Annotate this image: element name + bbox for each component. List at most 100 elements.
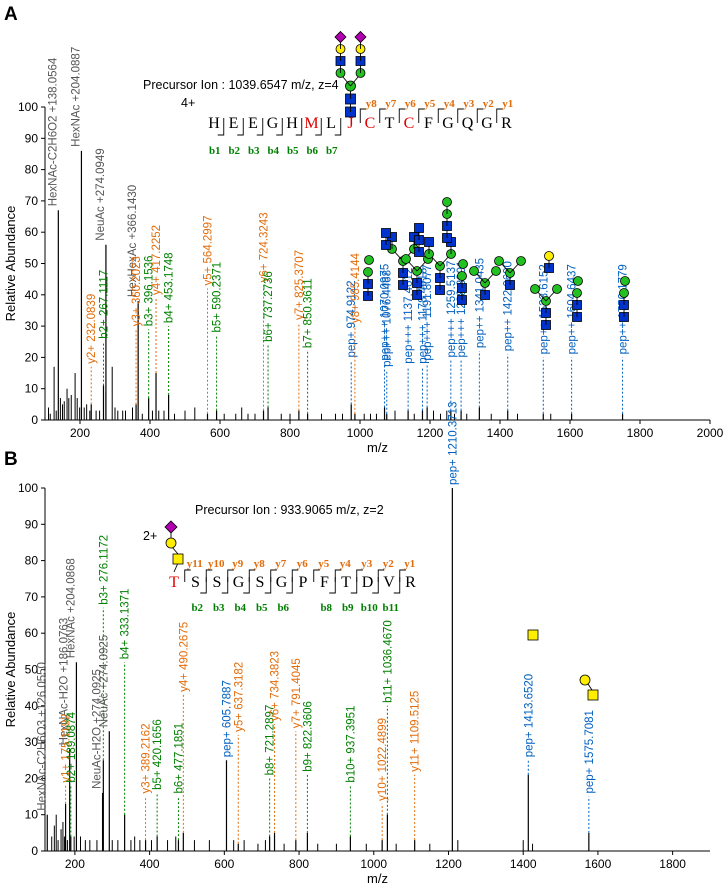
peak-label: NeuAc +274.0949 [95,148,107,240]
peak-label: b6+ 477.1851 [173,723,185,794]
glycan-fragment-icons [527,629,599,701]
residue: F [320,574,329,591]
peak-label: NeuAc +274.0925 [98,635,110,727]
peak-label: b2+ 267.1117 [98,270,110,339]
peak-label: b10+ 937.3951 [345,706,357,783]
b-bracket [243,577,250,594]
peak-label: pep+ 605.7887 [221,680,233,757]
b-ion-label: b3 [248,145,260,157]
glycan-b [164,520,184,573]
b-ion-label: b8 [320,602,332,614]
b-ion-label: b6 [306,145,318,157]
peak-label: y3+ 360.2023 [131,256,143,326]
peak-label: pep+++ 1259.5137 [446,261,458,358]
b-ion-label: b3 [213,602,225,614]
y-ion-label: y4 [340,558,352,570]
y-ion-label: y2 [383,558,395,570]
b-bracket [217,118,225,136]
y-bracket [248,569,256,582]
hexnac-icon [381,228,391,238]
peak-label: pep+ 1413.6520 [523,674,535,757]
y-tick-label: 60 [25,626,39,640]
y-ion-label: y8 [254,558,266,570]
mannose-icon [401,254,411,264]
y-ion-label: y9 [232,558,244,570]
y-bracket [313,569,320,582]
y-bracket [496,108,503,123]
y-ion-label: y5 [318,558,330,570]
x-tick-label: 1000 [347,426,374,440]
y-axis-title: Relative Abundance [3,206,18,322]
x-axis-title: m/z [367,871,388,886]
peak-label: y11+ 1109.5125 [410,691,422,772]
y-tick-label: 80 [25,163,39,177]
b-bracket [315,118,322,136]
y-bracket [291,569,299,582]
y-ion-label: y7 [275,558,287,570]
y-bracket [379,108,386,123]
x-tick-label: 1400 [510,857,537,871]
mannose-icon [491,266,501,276]
peak-label: b5+ 420.1656 [152,719,164,790]
peak-label: pep+ 974.9122 [346,280,358,357]
peak-label: b8+ 721.2897 [265,705,277,776]
peak-label: y1+ 175.1192 [61,713,73,782]
y-ion-label: y5 [424,98,436,110]
x-tick-label: 1400 [487,426,514,440]
peak-label: b5+ 590.2371 [212,262,224,333]
neuac-icon [334,30,347,44]
residue: S [191,574,200,591]
peak-label: y6+ 724.3243 [259,212,271,282]
residue: E [248,115,258,132]
y-tick-label: 10 [25,808,39,822]
peak-label: y8+ 985.4144 [350,252,362,323]
precursor-ion-label: Precursor Ion : 933.9065 m/z, z=2 [195,503,384,517]
b-ion-label: b4 [234,602,246,614]
residue: M [304,115,318,132]
x-tick-label: 200 [65,857,85,871]
b-ion-label: b6 [277,602,289,614]
b-bracket [237,118,244,136]
mannose-icon [530,284,540,294]
residue: G [481,115,493,132]
charge-state-label: 2+ [143,529,157,543]
x-tick-label: 1800 [659,857,686,871]
b-ion-label: b5 [287,145,299,157]
residue: F [424,115,433,132]
b-ion-label: b10 [361,602,379,614]
neuac-icon [164,520,178,534]
glycan-bond [173,562,179,573]
peak-label: y2+ 232.0839 [86,294,98,364]
peak-label: y5+ 564.2997 [203,216,215,286]
b-bracket [334,118,342,136]
residue: R [501,115,512,132]
residue: T [341,574,351,591]
y-tick-label: 0 [31,413,38,427]
b-bracket [264,577,272,594]
x-tick-label: 1000 [360,857,387,871]
y-tick-label: 90 [25,131,39,145]
b-ion-label: b9 [342,602,354,614]
y-ion-label: y3 [361,558,373,570]
precursor-ion-label: Precursor Ion : 1039.6547 m/z, z=4 [143,78,339,92]
y-tick-label: 100 [18,100,38,114]
galactose-icon [165,537,177,549]
b-bracket [329,577,336,594]
y-bracket [359,108,367,123]
peak-label: HexHexAc +366.1430 [127,185,139,297]
x-tick-label: 1200 [435,857,462,871]
mannose-icon [619,288,629,298]
x-tick-label: 1600 [557,426,584,440]
residue: C [404,115,415,132]
b-bracket [276,118,283,136]
b-bracket [372,577,379,594]
mannose-icon [573,276,583,286]
residue: C [365,115,376,132]
peak-label: y4+ 490.2675 [178,622,190,692]
galactose-icon [544,251,554,261]
galactose-icon [579,674,591,686]
residue: H [208,115,220,132]
y-ion-label: y3 [463,98,475,110]
hexnac-icon [414,223,424,233]
